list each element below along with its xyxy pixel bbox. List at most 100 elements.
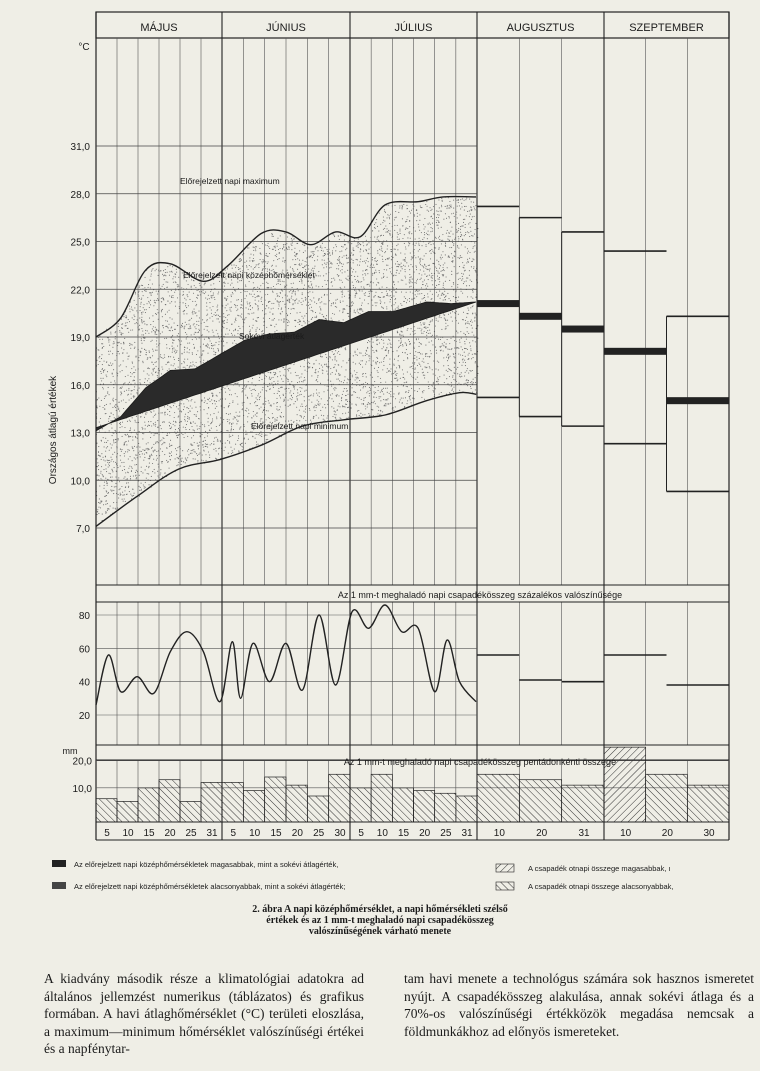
stipple-dot: [321, 242, 323, 244]
stipple-dot: [192, 364, 194, 366]
stipple-dot: [371, 257, 373, 259]
stipple-dot: [262, 422, 264, 424]
stipple-dot: [230, 301, 232, 303]
stipple-dot: [257, 443, 259, 445]
stipple-dot: [201, 286, 203, 288]
stipple-dot: [203, 293, 205, 295]
stipple-dot: [261, 435, 263, 438]
stipple-dot: [129, 311, 131, 313]
stipple-dot: [284, 232, 286, 234]
stipple-dot: [107, 478, 109, 480]
stipple-dot: [364, 386, 366, 388]
stipple-dot: [201, 454, 203, 456]
stipple-dot: [166, 287, 168, 289]
stipple-dot: [366, 350, 368, 352]
stipple-dot: [188, 291, 190, 293]
stipple-dot: [199, 285, 201, 287]
stipple-dot: [186, 364, 188, 366]
stipple-dot: [170, 337, 172, 339]
stipple-dot: [282, 367, 284, 369]
stipple-dot: [138, 357, 140, 359]
stipple-dot: [358, 397, 360, 399]
stipple-dot: [341, 294, 343, 296]
stipple-dot: [296, 389, 298, 391]
stipple-dot: [232, 272, 234, 274]
stipple-dot: [405, 227, 407, 229]
stipple-dot: [363, 293, 365, 295]
stipple-dot: [287, 370, 290, 372]
stipple-dot: [187, 417, 189, 419]
stipple-dot: [201, 334, 203, 336]
stipple-dot: [265, 419, 267, 421]
stipple-dot: [334, 359, 336, 361]
stipple-dot: [303, 321, 305, 323]
stipple-dot: [248, 333, 251, 335]
stipple-dot: [384, 252, 386, 254]
stipple-dot: [290, 372, 292, 374]
stipple-dot: [203, 321, 205, 323]
stipple-dot: [390, 249, 392, 251]
stipple-dot: [292, 282, 294, 284]
stipple-dot: [238, 315, 240, 317]
stipple-dot: [211, 392, 213, 394]
stipple-dot: [219, 423, 221, 425]
stipple-dot: [237, 299, 239, 301]
stipple-dot: [155, 459, 157, 461]
stipple-dot: [336, 263, 338, 265]
stipple-dot: [347, 406, 350, 408]
stipple-dot: [98, 421, 100, 423]
stipple-dot: [392, 407, 394, 409]
stipple-dot: [271, 233, 273, 235]
stipple-dot: [205, 297, 207, 299]
stipple-dot: [400, 291, 403, 293]
stipple-dot: [133, 314, 135, 316]
stipple-dot: [377, 357, 379, 359]
stipple-dot: [339, 301, 341, 304]
stipple-dot: [121, 421, 124, 423]
stipple-dot: [253, 260, 255, 262]
stipple-dot: [410, 281, 412, 283]
stipple-dot: [301, 315, 303, 317]
stipple-dot: [236, 423, 238, 425]
stipple-dot: [334, 279, 336, 281]
stipple-dot: [168, 425, 171, 427]
stipple-dot: [367, 346, 369, 348]
stipple-dot: [110, 331, 112, 333]
stipple-dot: [187, 305, 189, 307]
stipple-dot: [310, 271, 312, 273]
stipple-dot: [128, 491, 130, 493]
stipple-dot: [380, 249, 382, 251]
stipple-dot: [161, 331, 163, 333]
stipple-dot: [172, 297, 174, 299]
stipple-dot: [256, 404, 259, 407]
stipple-dot: [308, 366, 310, 369]
stipple-dot: [145, 448, 147, 450]
stipple-dot: [213, 443, 215, 445]
stipple-dot: [383, 393, 385, 395]
stipple-dot: [393, 393, 395, 395]
stipple-dot: [205, 454, 207, 456]
stipple-dot: [107, 460, 109, 462]
stipple-dot: [140, 450, 142, 453]
stipple-dot: [293, 392, 295, 394]
stipple-dot: [187, 342, 189, 344]
stipple-dot: [369, 341, 371, 343]
stipple-dot: [245, 284, 247, 286]
stipple-dot: [136, 477, 138, 479]
stipple-dot: [308, 286, 310, 288]
stipple-dot: [172, 334, 174, 336]
stipple-dot: [404, 221, 407, 223]
stipple-dot: [338, 347, 340, 349]
stipple-dot: [100, 501, 102, 503]
stipple-dot: [386, 354, 388, 356]
stipple-dot: [362, 277, 364, 279]
stipple-dot: [133, 450, 135, 452]
stipple-dot: [133, 299, 135, 301]
stipple-dot: [110, 423, 112, 425]
stipple-dot: [366, 257, 368, 259]
stipple-dot: [368, 354, 370, 357]
stipple-dot: [372, 230, 374, 232]
stipple-dot: [198, 310, 200, 312]
stipple-dot: [144, 456, 146, 459]
stipple-dot: [152, 423, 154, 425]
